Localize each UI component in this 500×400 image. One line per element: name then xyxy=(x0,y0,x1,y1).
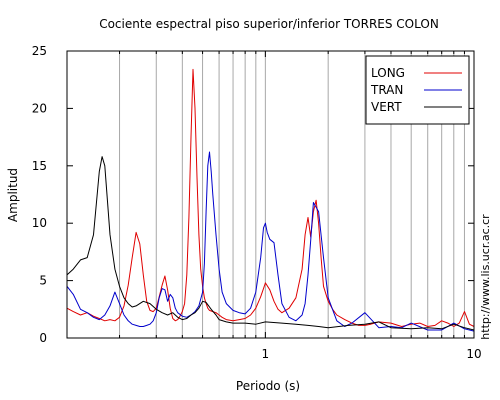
y-tick-label: 25 xyxy=(32,44,47,58)
legend-label-tran: TRAN xyxy=(370,83,403,97)
x-tick-label: 1 xyxy=(262,347,270,361)
legend-label-vert: VERT xyxy=(371,100,402,114)
y-tick-labels: 0 5 10 15 20 25 xyxy=(32,44,47,345)
series-lines xyxy=(66,68,475,332)
series-line-tran xyxy=(66,151,475,332)
y-tick-label: 5 xyxy=(39,274,47,288)
y-axis-label: Amplitud xyxy=(6,168,20,222)
x-tick-labels: 1 10 xyxy=(262,347,482,361)
y-tick-label: 20 xyxy=(32,101,47,115)
y-tick-label: 10 xyxy=(32,216,47,230)
legend: LONG TRAN VERT xyxy=(365,55,470,125)
chart-title: Cociente espectral piso superior/inferio… xyxy=(99,17,439,31)
x-axis-label: Periodo (s) xyxy=(236,379,300,393)
legend-label-long: LONG xyxy=(371,66,405,80)
axis-ticks xyxy=(67,50,475,339)
series-line-vert xyxy=(66,156,475,331)
x-tick-label: 10 xyxy=(466,347,481,361)
plot-frame xyxy=(66,50,475,339)
y-tick-label: 0 xyxy=(39,331,47,345)
y-tick-label: 15 xyxy=(32,159,47,173)
series-line-long xyxy=(66,68,475,327)
watermark-url: http://www.lis.ucr.ac.cr xyxy=(479,214,492,340)
